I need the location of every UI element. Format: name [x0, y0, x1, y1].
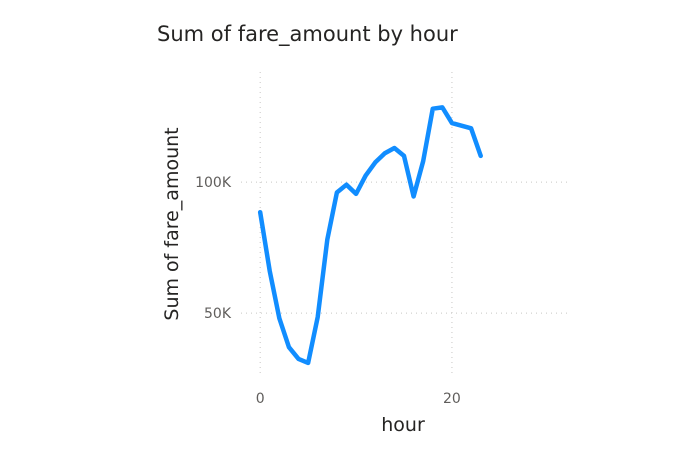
x-tick-label: 20	[443, 391, 461, 407]
y-axis-title: Sum of fare_amount	[161, 127, 183, 320]
x-axis-title: hour	[381, 414, 425, 436]
y-axis-ticks: 50K 100K	[195, 175, 232, 322]
series-line	[257, 105, 483, 366]
x-axis-ticks: 0 20	[256, 391, 461, 407]
x-gridlines	[259, 72, 453, 376]
y-tick-label: 100K	[195, 175, 232, 191]
y-tick-label: 50K	[204, 306, 232, 322]
series-group	[257, 105, 483, 366]
x-tick-label: 0	[256, 391, 265, 407]
y-gridlines	[241, 181, 567, 314]
chart-title: Sum of fare_amount by hour	[157, 22, 458, 46]
